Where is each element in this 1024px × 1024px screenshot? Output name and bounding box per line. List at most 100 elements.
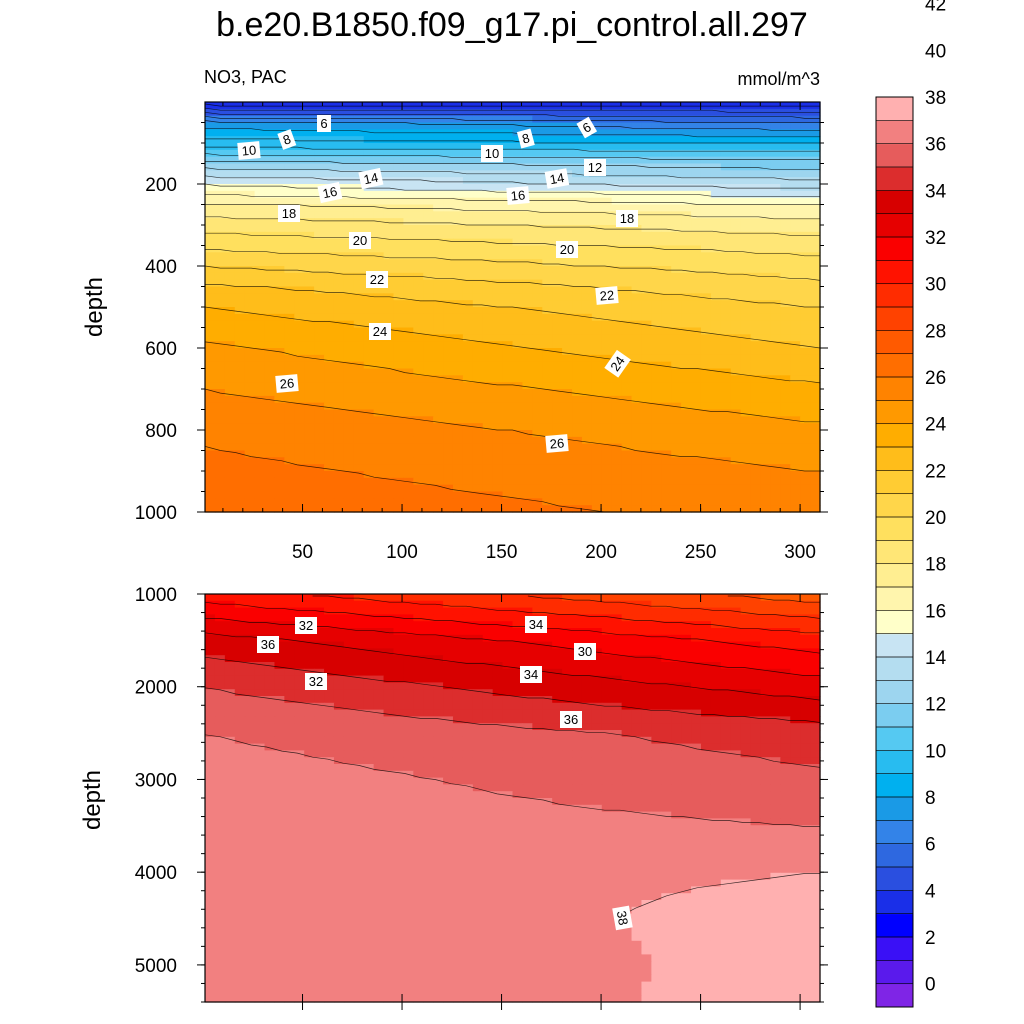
upper-cell bbox=[730, 450, 742, 458]
lower-cell bbox=[671, 675, 682, 683]
upper-cell bbox=[710, 327, 722, 335]
upper-cell bbox=[710, 477, 722, 486]
upper-cell bbox=[214, 211, 226, 219]
upper-cell bbox=[452, 156, 464, 165]
upper-cell bbox=[304, 231, 315, 240]
upper-cell bbox=[740, 300, 752, 308]
upper-cell bbox=[274, 361, 285, 370]
lower-cell bbox=[423, 675, 434, 683]
upper-cell bbox=[492, 272, 504, 281]
upper-cell bbox=[403, 108, 414, 117]
upper-cell bbox=[423, 423, 434, 431]
upper-cell bbox=[591, 136, 603, 144]
upper-cell bbox=[502, 252, 514, 260]
upper-cell bbox=[403, 184, 414, 192]
upper-cell bbox=[572, 354, 583, 363]
lower-cell bbox=[552, 648, 563, 656]
lower-cell bbox=[214, 607, 226, 615]
lower-cell bbox=[710, 689, 722, 697]
lower-cell bbox=[522, 641, 533, 649]
upper-cell bbox=[770, 184, 781, 192]
upper-cell bbox=[750, 286, 762, 294]
upper-cell bbox=[780, 177, 791, 185]
upper-cell bbox=[205, 327, 216, 335]
upper-cell bbox=[274, 464, 285, 472]
upper-cell bbox=[452, 259, 464, 267]
upper-cell bbox=[641, 286, 652, 294]
lower-cell bbox=[512, 614, 524, 622]
upper-cell bbox=[214, 361, 226, 370]
upper-cell bbox=[790, 484, 801, 493]
lower-cell bbox=[800, 682, 811, 690]
lower-cell bbox=[314, 702, 325, 711]
upper-cell bbox=[750, 170, 762, 178]
upper-cell bbox=[403, 320, 414, 329]
lower-cell bbox=[740, 723, 752, 731]
upper-cell bbox=[512, 204, 524, 212]
upper-cell bbox=[333, 108, 345, 117]
upper-cell bbox=[591, 313, 603, 322]
upper-cell bbox=[433, 464, 444, 472]
lower-cell bbox=[363, 682, 375, 690]
upper-cell bbox=[274, 416, 285, 424]
upper-cell bbox=[294, 334, 305, 342]
lower-cell bbox=[244, 716, 256, 724]
lower-cell bbox=[631, 621, 643, 629]
upper-cell bbox=[333, 320, 345, 329]
upper-cell bbox=[472, 375, 484, 383]
upper-cell bbox=[413, 245, 424, 253]
upper-cell bbox=[760, 177, 771, 185]
lower-cell bbox=[780, 648, 791, 656]
upper-cell bbox=[284, 307, 295, 315]
lower-cell bbox=[651, 621, 662, 629]
lower-cell bbox=[214, 675, 226, 683]
lower-cell bbox=[314, 628, 325, 636]
upper-cell bbox=[512, 245, 524, 253]
upper-cell bbox=[601, 395, 613, 404]
upper-cell bbox=[214, 320, 226, 329]
upper-cell bbox=[581, 238, 593, 247]
upper-cell bbox=[254, 218, 266, 226]
upper-cell bbox=[591, 450, 603, 458]
upper-cell bbox=[492, 245, 504, 253]
upper-cell bbox=[760, 361, 771, 370]
upper-cell bbox=[810, 102, 821, 110]
upper-cell bbox=[462, 218, 474, 226]
upper-cell bbox=[760, 170, 771, 178]
lower-cell bbox=[413, 716, 424, 724]
upper-cell bbox=[304, 430, 315, 438]
upper-cell bbox=[254, 457, 266, 465]
lower-cell bbox=[750, 716, 762, 724]
upper-cell bbox=[224, 266, 236, 274]
upper-cell bbox=[671, 450, 682, 458]
lower-cell bbox=[810, 716, 821, 724]
upper-cell bbox=[333, 436, 345, 445]
upper-cell bbox=[472, 464, 484, 472]
lower-cell bbox=[661, 723, 672, 731]
upper-cell bbox=[353, 320, 365, 329]
upper-cell bbox=[760, 477, 771, 486]
upper-cell bbox=[492, 436, 504, 445]
lower-cell bbox=[780, 662, 791, 670]
upper-cell bbox=[433, 108, 444, 117]
upper-cell bbox=[611, 402, 623, 411]
upper-cell bbox=[512, 409, 524, 417]
upper-cell bbox=[274, 163, 285, 171]
upper-cell bbox=[254, 163, 266, 171]
upper-cell bbox=[700, 115, 712, 124]
upper-cell bbox=[343, 348, 355, 356]
upper-cell bbox=[205, 334, 216, 342]
upper-cell bbox=[641, 382, 652, 390]
upper-cell bbox=[423, 471, 434, 479]
upper-cell bbox=[591, 491, 603, 499]
upper-cell bbox=[512, 211, 524, 219]
lower-cell bbox=[572, 662, 583, 670]
upper-cell bbox=[472, 341, 484, 349]
upper-cell bbox=[770, 143, 781, 151]
lower-cell bbox=[512, 689, 524, 697]
upper-cell bbox=[681, 498, 692, 506]
upper-cell bbox=[522, 368, 533, 376]
lower-cell bbox=[780, 689, 791, 697]
upper-cell bbox=[641, 389, 652, 397]
upper-cell bbox=[452, 272, 464, 281]
